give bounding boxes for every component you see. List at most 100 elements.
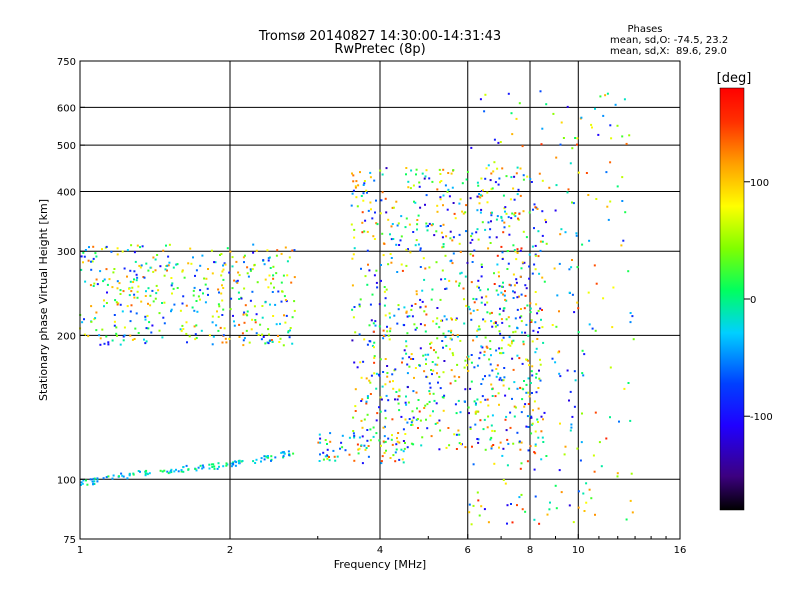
scatter-point bbox=[218, 291, 220, 294]
scatter-point bbox=[533, 203, 536, 206]
scatter-point bbox=[284, 246, 287, 249]
scatter-point bbox=[549, 501, 551, 504]
scatter-point bbox=[497, 271, 500, 274]
scatter-point bbox=[529, 382, 532, 384]
scatter-point bbox=[113, 314, 116, 316]
scatter-point bbox=[498, 275, 500, 278]
scatter-point bbox=[472, 463, 475, 466]
scatter-point bbox=[373, 372, 376, 375]
scatter-point bbox=[441, 396, 444, 399]
scatter-point bbox=[152, 256, 155, 259]
scatter-point bbox=[452, 169, 455, 172]
scatter-point bbox=[145, 472, 148, 475]
scatter-point bbox=[502, 307, 505, 310]
scatter-point bbox=[528, 211, 531, 214]
scatter-point bbox=[534, 495, 537, 498]
scatter-point bbox=[319, 437, 322, 440]
scatter-point bbox=[526, 175, 529, 178]
scatter-point bbox=[449, 260, 452, 263]
scatter-point bbox=[543, 280, 546, 283]
scatter-point bbox=[217, 329, 220, 332]
scatter-point bbox=[494, 181, 497, 184]
scatter-point bbox=[364, 275, 367, 278]
scatter-point bbox=[384, 383, 387, 386]
scatter-point bbox=[117, 302, 120, 305]
scatter-point bbox=[612, 286, 615, 289]
scatter-point bbox=[382, 337, 385, 340]
scatter-point bbox=[282, 455, 285, 458]
scatter-point bbox=[83, 255, 86, 258]
scatter-point bbox=[362, 184, 365, 186]
scatter-point bbox=[458, 242, 461, 245]
scatter-point bbox=[282, 456, 285, 459]
scatter-point bbox=[158, 329, 161, 332]
scatter-point bbox=[267, 456, 270, 459]
scatter-point bbox=[576, 143, 578, 146]
scatter-point bbox=[136, 290, 139, 293]
scatter-point bbox=[384, 197, 387, 200]
scatter-point bbox=[522, 178, 525, 181]
scatter-point bbox=[510, 112, 513, 115]
scatter-point bbox=[112, 474, 115, 477]
scatter-point bbox=[375, 372, 378, 375]
scatter-point bbox=[482, 428, 485, 431]
scatter-point bbox=[389, 330, 392, 333]
scatter-point bbox=[238, 274, 241, 277]
scatter-point bbox=[418, 185, 421, 188]
scatter-point bbox=[354, 331, 357, 334]
scatter-point bbox=[473, 366, 476, 369]
scatter-point bbox=[386, 325, 388, 328]
scatter-point bbox=[583, 353, 586, 356]
scatter-point bbox=[154, 258, 157, 261]
scatter-point bbox=[577, 331, 580, 334]
scatter-point bbox=[496, 364, 499, 367]
scatter-point bbox=[522, 230, 525, 233]
scatter-point bbox=[235, 260, 238, 263]
scatter-point bbox=[532, 329, 535, 332]
scatter-point bbox=[594, 329, 597, 332]
scatter-point bbox=[170, 308, 173, 311]
scatter-point bbox=[182, 466, 185, 468]
scatter-point bbox=[270, 455, 273, 458]
scatter-point bbox=[512, 273, 515, 276]
scatter-point bbox=[485, 345, 488, 348]
scatter-point bbox=[463, 400, 466, 403]
scatter-point bbox=[377, 373, 380, 376]
scatter-point bbox=[375, 387, 378, 390]
scatter-point bbox=[397, 395, 400, 398]
scatter-point bbox=[319, 441, 322, 444]
scatter-point bbox=[436, 204, 439, 207]
colorbar-tick-label: 100 bbox=[750, 178, 769, 189]
scatter-point bbox=[539, 363, 542, 366]
scatter-point bbox=[163, 301, 166, 304]
scatter-point bbox=[477, 184, 480, 187]
scatter-point bbox=[530, 432, 533, 435]
scatter-point bbox=[417, 214, 420, 217]
scatter-point bbox=[217, 288, 220, 291]
scatter-point bbox=[438, 375, 441, 378]
scatter-point bbox=[135, 312, 138, 315]
scatter-point bbox=[421, 436, 424, 439]
scatter-point bbox=[352, 432, 355, 435]
scatter-point bbox=[220, 253, 223, 255]
scatter-point bbox=[516, 387, 519, 390]
scatter-point bbox=[370, 374, 373, 377]
scatter-point bbox=[520, 462, 523, 465]
scatter-point bbox=[392, 387, 395, 390]
scatter-point bbox=[490, 424, 493, 427]
scatter-point bbox=[143, 338, 145, 341]
scatter-point bbox=[288, 454, 291, 456]
scatter-point bbox=[631, 511, 634, 514]
scatter-point bbox=[592, 454, 595, 457]
scatter-point bbox=[507, 316, 510, 319]
scatter-point bbox=[286, 260, 289, 263]
scatter-point bbox=[259, 323, 262, 326]
scatter-point bbox=[499, 352, 501, 355]
scatter-point bbox=[585, 501, 588, 504]
scatter-point bbox=[475, 298, 478, 301]
scatter-point bbox=[533, 468, 536, 471]
scatter-point bbox=[95, 311, 98, 314]
scatter-point bbox=[523, 261, 526, 264]
scatter-point bbox=[504, 210, 506, 213]
scatter-point bbox=[488, 236, 491, 239]
